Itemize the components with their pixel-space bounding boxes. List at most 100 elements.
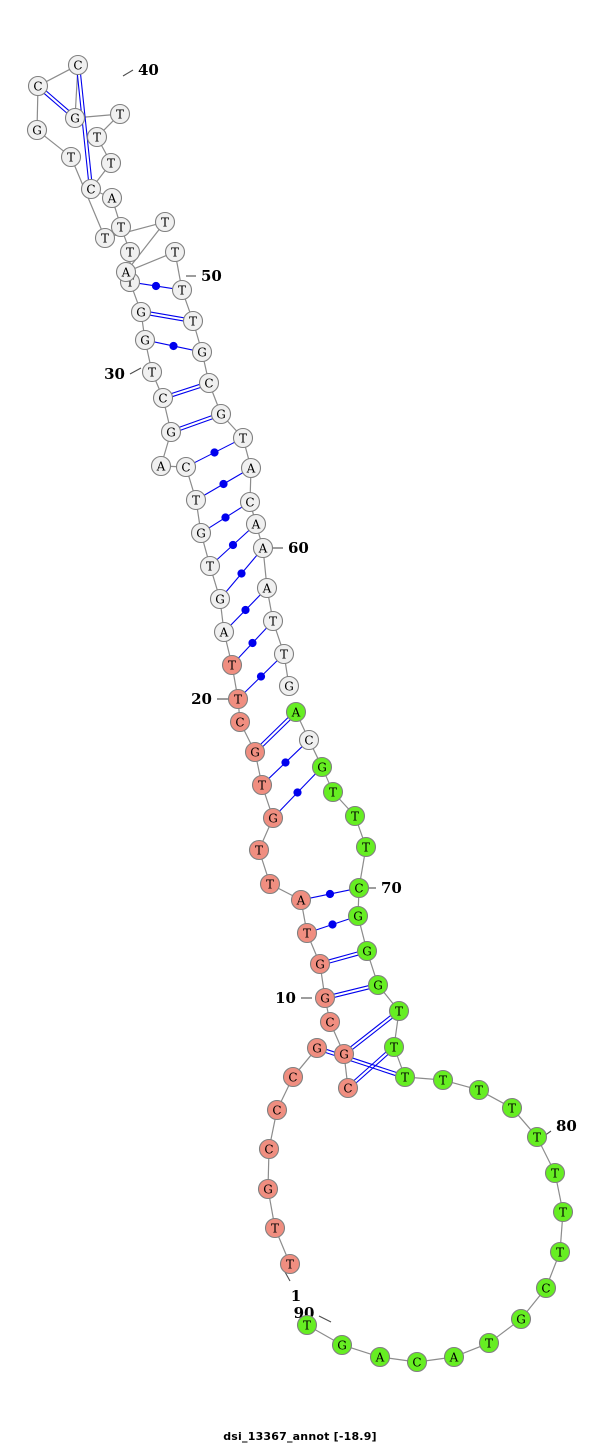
base-node-42[interactable]: T <box>109 103 131 125</box>
base-circle[interactable] <box>309 953 331 975</box>
base-node-1[interactable]: T <box>279 1253 301 1275</box>
base-node-19[interactable]: G <box>244 741 266 763</box>
base-circle[interactable] <box>248 839 270 861</box>
base-node-69[interactable]: T <box>322 781 344 803</box>
base-node-11[interactable]: G <box>314 987 336 1009</box>
base-node-8[interactable]: C <box>337 1077 359 1099</box>
base-circle[interactable] <box>290 889 312 911</box>
base-circle[interactable] <box>298 729 320 751</box>
base-node-50[interactable]: A <box>115 261 137 283</box>
base-node-21[interactable]: T <box>227 688 249 710</box>
base-circle[interactable] <box>210 403 232 425</box>
base-circle[interactable] <box>67 54 89 76</box>
base-node-30[interactable]: G <box>160 421 182 443</box>
base-circle[interactable] <box>510 1308 532 1330</box>
base-circle[interactable] <box>337 1077 359 1099</box>
base-node-54[interactable]: G <box>191 341 213 363</box>
base-circle[interactable] <box>141 361 163 383</box>
base-node-63[interactable]: T <box>262 610 284 632</box>
base-node-91[interactable]: A <box>369 1346 391 1368</box>
base-node-66[interactable]: A <box>285 701 307 723</box>
base-circle[interactable] <box>175 456 197 478</box>
base-node-44[interactable]: C <box>67 54 89 76</box>
base-circle[interactable] <box>279 1253 301 1275</box>
base-circle[interactable] <box>94 227 116 249</box>
base-node-9[interactable]: G <box>333 1043 355 1065</box>
base-node-57[interactable]: T <box>232 427 254 449</box>
base-node-55[interactable]: C <box>198 372 220 394</box>
base-circle[interactable] <box>296 922 318 944</box>
base-circle[interactable] <box>100 152 122 174</box>
base-node-79[interactable]: T <box>432 1069 454 1091</box>
base-circle[interactable] <box>191 341 213 363</box>
base-circle[interactable] <box>331 1334 353 1356</box>
base-node-56[interactable]: G <box>210 403 232 425</box>
base-node-53[interactable]: T <box>182 310 204 332</box>
base-node-16[interactable]: T <box>248 839 270 861</box>
base-node-60[interactable]: A <box>245 513 267 535</box>
base-circle[interactable] <box>199 555 221 577</box>
base-circle[interactable] <box>110 216 132 238</box>
base-circle[interactable] <box>154 211 176 233</box>
base-circle[interactable] <box>549 1241 571 1263</box>
base-circle[interactable] <box>262 610 284 632</box>
base-circle[interactable] <box>344 805 366 827</box>
base-circle[interactable] <box>190 522 212 544</box>
base-node-23[interactable]: A <box>213 621 235 643</box>
base-circle[interactable] <box>240 457 262 479</box>
base-circle[interactable] <box>251 774 273 796</box>
base-circle[interactable] <box>347 905 369 927</box>
base-circle[interactable] <box>356 940 378 962</box>
base-circle[interactable] <box>282 1066 304 1088</box>
base-circle[interactable] <box>26 119 48 141</box>
base-circle[interactable] <box>367 974 389 996</box>
base-circle[interactable] <box>432 1069 454 1091</box>
base-circle[interactable] <box>244 741 266 763</box>
base-node-39[interactable]: C <box>80 178 102 200</box>
base-node-33[interactable]: G <box>134 329 156 351</box>
base-circle[interactable] <box>239 491 261 513</box>
base-circle[interactable] <box>314 987 336 1009</box>
base-node-80[interactable]: T <box>468 1079 490 1101</box>
base-circle[interactable] <box>319 1011 341 1033</box>
base-node-82[interactable]: T <box>526 1126 548 1148</box>
base-node-22[interactable]: T <box>221 654 243 676</box>
base-node-32[interactable]: T <box>141 361 163 383</box>
base-node-34[interactable]: G <box>130 301 152 323</box>
base-circle[interactable] <box>64 107 86 129</box>
base-node-47[interactable]: T <box>60 146 82 168</box>
base-node-46[interactable]: G <box>26 119 48 141</box>
base-circle[interactable] <box>406 1351 428 1373</box>
base-circle[interactable] <box>119 241 141 263</box>
base-node-24[interactable]: G <box>209 588 231 610</box>
base-node-77[interactable]: T <box>383 1036 405 1058</box>
base-node-64[interactable]: T <box>273 643 295 665</box>
base-node-27[interactable]: T <box>185 489 207 511</box>
base-node-90[interactable]: C <box>406 1351 428 1373</box>
base-node-13[interactable]: T <box>296 922 318 944</box>
base-node-70[interactable]: T <box>344 805 366 827</box>
base-circle[interactable] <box>501 1097 523 1119</box>
base-circle[interactable] <box>388 1000 410 1022</box>
base-circle[interactable] <box>259 873 281 895</box>
base-circle[interactable] <box>256 577 278 599</box>
base-circle[interactable] <box>185 489 207 511</box>
base-circle[interactable] <box>478 1332 500 1354</box>
base-node-45[interactable]: C <box>27 75 49 97</box>
base-circle[interactable] <box>60 146 82 168</box>
base-circle[interactable] <box>150 455 172 477</box>
base-node-61[interactable]: A <box>252 537 274 559</box>
base-node-73[interactable]: G <box>347 905 369 927</box>
base-circle[interactable] <box>285 701 307 723</box>
base-node-4[interactable]: C <box>258 1138 280 1160</box>
base-circle[interactable] <box>394 1066 416 1088</box>
base-circle[interactable] <box>552 1201 574 1223</box>
base-node-92[interactable]: G <box>331 1334 353 1356</box>
base-circle[interactable] <box>262 807 284 829</box>
base-circle[interactable] <box>257 1178 279 1200</box>
base-node-49[interactable]: T <box>154 211 176 233</box>
base-circle[interactable] <box>152 387 174 409</box>
base-circle[interactable] <box>258 1138 280 1160</box>
base-circle[interactable] <box>333 1043 355 1065</box>
base-node-41[interactable]: T <box>86 126 108 148</box>
